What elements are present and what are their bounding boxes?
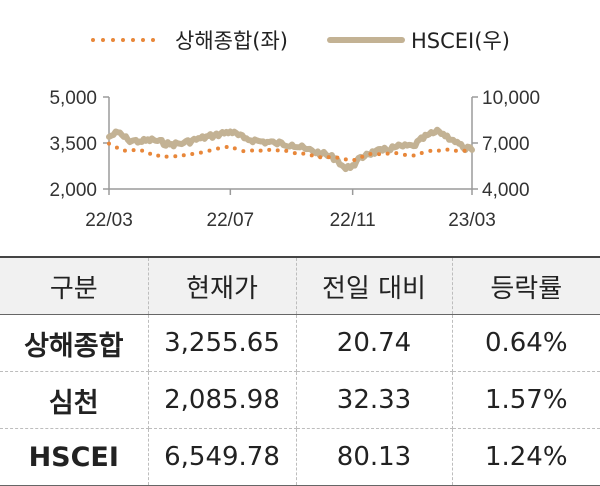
x-tick-label: 23/03 — [448, 210, 496, 231]
header-change-rate: 등락률 — [452, 256, 600, 315]
chart-svg: 5,000 3,500 2,000 10,000 7,000 4,000 22/03 22/0… — [49, 29, 540, 231]
y-left-tick-label: 5,000 — [49, 88, 97, 109]
cell-change-rate: 0.64% — [452, 314, 600, 372]
series-line-hscei — [106, 126, 475, 173]
x-tick-label: 22/07 — [207, 210, 255, 231]
x-tick-label: 22/03 — [85, 210, 133, 231]
y-right-tick-label: 7,000 — [482, 134, 530, 155]
header-change: 전일 대비 — [296, 256, 453, 315]
table-header-row: 구분 현재가 전일 대비 등락률 — [0, 256, 600, 315]
row-label: 상해종합 — [0, 314, 149, 372]
index-chart: 5,000 3,500 2,000 10,000 7,000 4,000 22/03 22/0… — [49, 29, 540, 231]
index-table: 구분 현재가 전일 대비 등락률 상해종합 3,255.65 20.74 0.6… — [0, 256, 600, 486]
cell-change-rate: 1.24% — [452, 428, 600, 486]
y-left-tick-label: 2,000 — [49, 180, 97, 201]
cell-change: 80.13 — [296, 428, 453, 486]
x-tick-label: 22/11 — [330, 210, 376, 231]
cell-current-price: 2,085.98 — [148, 371, 297, 429]
legend-label-hscei: HSCEI(우) — [411, 29, 510, 53]
cell-current-price: 3,255.65 — [148, 314, 297, 372]
header-current-price: 현재가 — [148, 256, 297, 315]
cell-change: 20.74 — [296, 314, 453, 372]
table-row: HSCEI 6,549.78 80.13 1.24% — [0, 428, 600, 486]
cell-change-rate: 1.57% — [452, 371, 600, 429]
header-category: 구분 — [0, 256, 149, 315]
y-left-tick-label: 3,500 — [49, 134, 97, 155]
table-row: 심천 2,085.98 32.33 1.57% — [0, 371, 600, 429]
row-label: 심천 — [0, 371, 149, 429]
y-right-tick-label: 4,000 — [482, 180, 530, 201]
cell-change: 32.33 — [296, 371, 453, 429]
row-label: HSCEI — [0, 428, 149, 486]
cell-current-price: 6,549.78 — [148, 428, 297, 486]
table-row: 상해종합 3,255.65 20.74 0.64% — [0, 314, 600, 372]
y-right-tick-label: 10,000 — [482, 88, 540, 109]
legend-label-shanghai: 상해종합(좌) — [175, 29, 288, 53]
